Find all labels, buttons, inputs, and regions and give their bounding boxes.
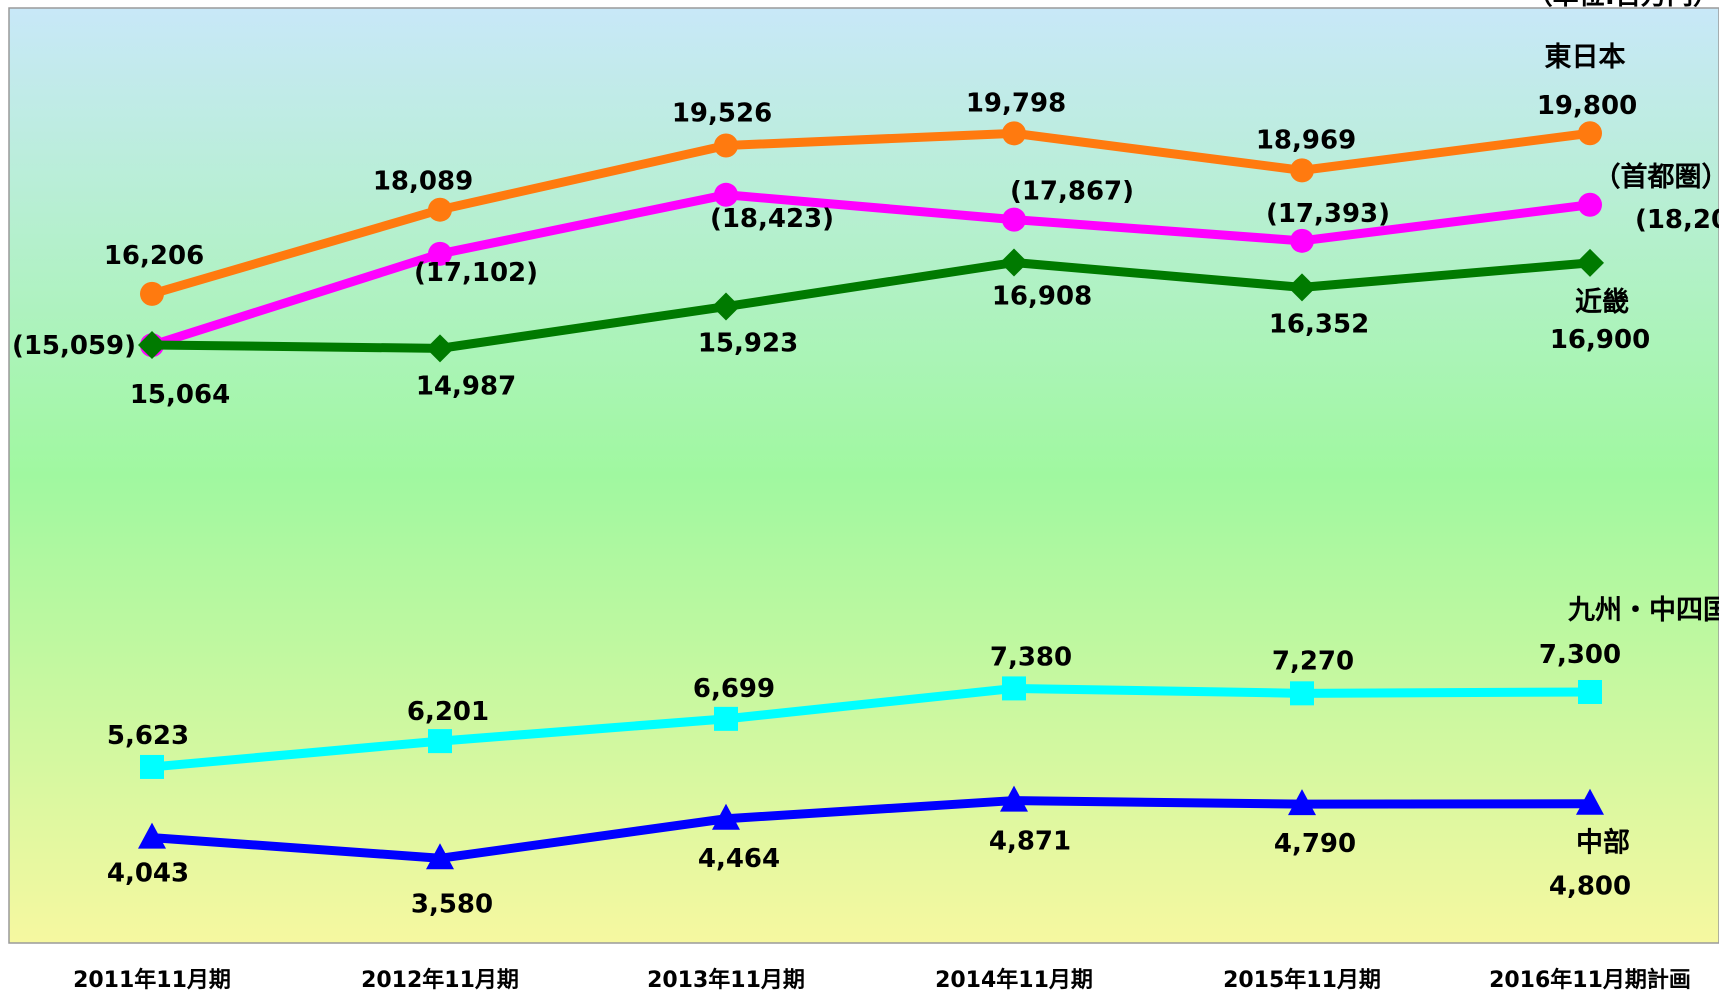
data-label-3-5: 7,300	[1539, 640, 1621, 670]
data-label-3-4: 7,270	[1272, 646, 1354, 676]
data-point-2-1	[426, 334, 454, 363]
data-point-2-0	[138, 330, 166, 359]
series-0	[140, 121, 1602, 306]
data-point-3-3	[1002, 676, 1026, 701]
series-2	[138, 248, 1604, 363]
series-name-2: 近畿	[1575, 287, 1629, 318]
data-point-4-1	[426, 843, 454, 870]
data-label-2-4: 16,352	[1269, 309, 1369, 339]
x-tick-label-3: 2014年11月期	[935, 967, 1093, 992]
data-label-4-4: 4,790	[1274, 829, 1356, 859]
data-label-1-3: (17,867)	[1010, 177, 1134, 207]
data-label-0-2: 19,526	[672, 98, 772, 128]
data-label-0-4: 18,969	[1256, 125, 1356, 155]
data-point-4-0	[138, 822, 166, 849]
series-name-3: 九州・中四国	[1568, 595, 1719, 626]
data-label-3-0: 5,623	[107, 721, 189, 751]
data-label-1-4: (17,393)	[1266, 199, 1390, 229]
data-label-0-5: 19,800	[1537, 91, 1637, 121]
data-label-2-5: 16,900	[1550, 325, 1650, 355]
series-line-2	[151, 258, 1591, 353]
data-label-1-0: (15,059)	[12, 331, 136, 361]
data-point-4-5	[1576, 788, 1604, 815]
data-label-1-5: (18,200)	[1635, 205, 1719, 235]
data-label-0-1: 18,089	[373, 167, 473, 197]
data-point-1-1	[428, 241, 452, 266]
x-tick-label-4: 2015年11月期	[1223, 967, 1381, 992]
data-point-0-4	[1290, 158, 1314, 183]
series-name-4: 中部	[1576, 827, 1630, 859]
series-4	[138, 785, 1604, 870]
x-axis: 2011年11月期 2012年11月期 2013年11月期 2014年11月期 2015…	[73, 967, 1691, 992]
data-label-4-3: 4,871	[989, 827, 1071, 857]
data-label-3-2: 6,699	[693, 674, 775, 704]
data-label-1-1: (17,102)	[414, 258, 538, 288]
data-point-3-1	[428, 729, 452, 754]
series-3	[140, 676, 1602, 779]
x-tick-label-5: 2016年11月期計画	[1489, 967, 1691, 992]
data-point-0-1	[428, 197, 452, 222]
data-label-4-0: 4,043	[107, 859, 189, 889]
data-point-0-5	[1578, 121, 1602, 146]
data-point-3-0	[140, 754, 164, 779]
data-label-0-3: 19,798	[966, 88, 1066, 118]
series-line-4	[151, 796, 1591, 863]
series-layer	[138, 121, 1604, 870]
data-label-1-2: (18,423)	[710, 204, 834, 234]
data-label-2-2: 15,923	[698, 329, 798, 359]
data-point-1-5	[1578, 192, 1602, 217]
data-point-3-2	[714, 706, 738, 731]
data-point-0-3	[1002, 121, 1026, 146]
series-line-3	[151, 683, 1591, 772]
data-label-4-5: 4,800	[1549, 872, 1631, 902]
data-point-1-4	[1290, 228, 1314, 253]
data-point-0-2	[714, 133, 738, 158]
data-label-2-3: 16,908	[992, 282, 1092, 312]
data-point-0-0	[140, 281, 164, 306]
data-label-4-2: 4,464	[698, 844, 780, 874]
series-name-1: （首都圏）	[1594, 161, 1719, 193]
data-label-0-0: 16,206	[104, 241, 204, 271]
data-point-4-3	[1000, 785, 1028, 812]
x-tick-label-0: 2011年11月期	[73, 967, 231, 992]
x-tick-label-2: 2013年11月期	[647, 967, 805, 992]
data-point-3-4	[1290, 681, 1314, 706]
data-point-1-3	[1002, 207, 1026, 232]
data-point-2-5	[1576, 248, 1604, 277]
label-layer: 16,206 18,089 19,526 19,798 18,969 19,800 東日本 (…	[12, 42, 1719, 919]
series-line-0	[150, 128, 1591, 299]
data-point-2-4	[1288, 273, 1316, 302]
data-label-2-1: 14,987	[416, 371, 516, 401]
data-point-1-2	[714, 182, 738, 207]
data-label-2-0: 15,064	[130, 380, 230, 410]
unit-label: （単位:百万円）	[1527, 0, 1719, 11]
series-line-1	[150, 190, 1591, 350]
data-label-3-1: 6,201	[407, 697, 489, 727]
data-label-3-3: 7,380	[990, 642, 1072, 672]
data-point-2-3	[1000, 248, 1028, 277]
data-point-2-2	[712, 292, 740, 321]
data-point-3-5	[1578, 679, 1602, 704]
plot-area	[8, 7, 1719, 944]
data-label-4-1: 3,580	[411, 889, 493, 919]
x-tick-label-1: 2012年11月期	[361, 967, 519, 992]
data-point-4-4	[1288, 789, 1316, 816]
data-point-4-2	[712, 803, 740, 830]
series-name-0: 東日本	[1545, 42, 1626, 73]
